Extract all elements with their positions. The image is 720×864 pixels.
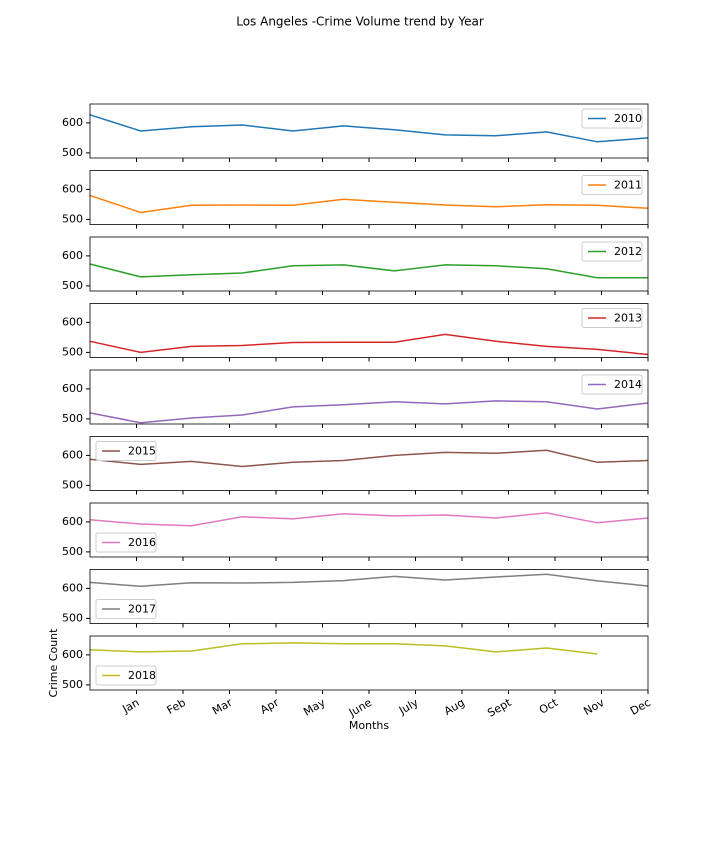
subplot: 500 600 2017 [62, 569, 649, 628]
legend-box [95, 599, 157, 619]
axes-frame [89, 436, 649, 491]
series-line [89, 114, 649, 143]
legend-label: 2014 [614, 378, 642, 391]
series-line [89, 449, 649, 468]
legend-label: 2012 [614, 245, 642, 258]
legend-box [581, 308, 643, 328]
legend-box [95, 665, 157, 686]
x-tick-label: Aug [442, 696, 467, 718]
legend-label: 2010 [614, 112, 642, 125]
subplot: 500 600 2013 [62, 303, 649, 362]
y-tick-label: 500 [62, 545, 83, 558]
axes-frame [89, 303, 649, 358]
y-tick-label: 600 [62, 648, 83, 661]
y-axis-label: Crime Count [47, 628, 60, 698]
legend-label: 2013 [614, 312, 642, 325]
x-tick-label: June [346, 696, 374, 720]
series-line [89, 333, 649, 356]
y-tick-label: 600 [62, 581, 83, 594]
series-line [89, 194, 649, 214]
legend-box [581, 374, 643, 395]
subplot: 500 600 2016 [62, 502, 649, 561]
axes-frame [89, 369, 649, 425]
series-line [89, 263, 648, 279]
y-tick-label: 500 [62, 678, 83, 691]
axes-frame [89, 236, 649, 292]
subplot: 500 600 Jan Feb Mar Apr May June July Aug Sept Oct N… [47, 628, 653, 732]
legend-box [581, 108, 643, 129]
y-tick-label: 500 [62, 345, 83, 358]
legend-label: 2018 [128, 669, 156, 682]
series-line [89, 512, 649, 527]
y-tick-label: 500 [62, 412, 83, 425]
axes-frame [89, 569, 649, 624]
y-tick-label: 600 [62, 249, 83, 262]
y-tick-label: 600 [62, 515, 83, 528]
x-tick-label: Jan [119, 696, 141, 716]
x-tick-label: Apr [258, 696, 281, 717]
subplot: 500 600 2011 [62, 170, 649, 229]
legend-box [95, 441, 157, 461]
y-tick-label: 500 [62, 279, 83, 292]
legend-box [581, 241, 643, 262]
axes-frame [89, 502, 649, 558]
legend-label: 2015 [128, 445, 156, 458]
legend-label: 2016 [128, 536, 156, 549]
x-axis-label: Months [349, 719, 389, 732]
series-line [89, 400, 649, 424]
x-tick-label: Mar [210, 696, 235, 718]
subplot: 500 600 2015 [62, 436, 649, 495]
legend-box [95, 532, 157, 553]
y-tick-label: 500 [62, 212, 83, 225]
series-line [89, 573, 649, 588]
x-tick-label: Nov [581, 696, 607, 718]
subplot: 500 600 2012 [62, 236, 649, 295]
y-tick-label: 600 [62, 182, 83, 195]
subplot: 500 600 2010 [62, 103, 649, 162]
x-tick-label: July [396, 696, 421, 718]
y-tick-label: 500 [62, 611, 83, 624]
axes-frame [89, 170, 649, 225]
legend-box [581, 175, 643, 195]
y-tick-label: 600 [62, 448, 83, 461]
y-tick-label: 600 [62, 315, 83, 328]
y-tick-label: 600 [62, 382, 83, 395]
y-tick-label: 500 [62, 478, 83, 491]
y-tick-label: 600 [62, 116, 83, 129]
legend-label: 2017 [128, 603, 156, 616]
x-tick-label: Feb [165, 696, 188, 717]
axes-frame [89, 103, 649, 159]
x-tick-label: Dec [628, 696, 653, 718]
x-tick-label: May [301, 696, 328, 719]
axes-frame [89, 635, 649, 691]
x-tick-label: Sept [485, 696, 514, 720]
figure-title: Los Angeles -Crime Volume trend by Year [236, 15, 484, 29]
subplot: 500 600 2014 [62, 369, 649, 428]
y-tick-label: 500 [62, 146, 83, 159]
series-line [89, 642, 598, 655]
x-tick-label: Oct [537, 696, 561, 717]
legend-label: 2011 [614, 179, 642, 192]
